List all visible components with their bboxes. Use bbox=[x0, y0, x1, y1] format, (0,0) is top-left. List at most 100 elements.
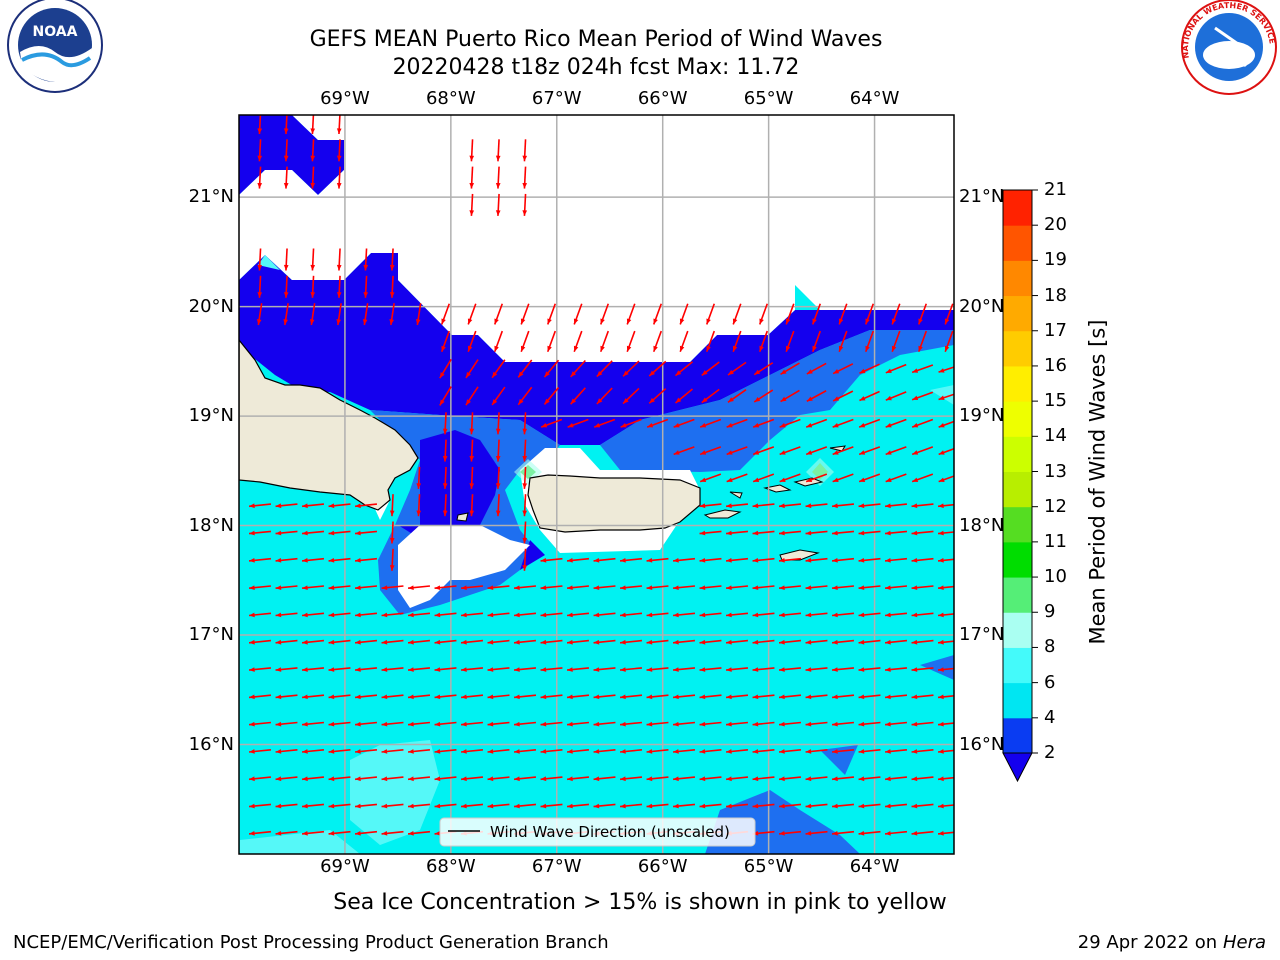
wave-arrowhead bbox=[832, 639, 838, 645]
wave-arrowhead bbox=[700, 450, 707, 455]
wave-arrowhead bbox=[752, 749, 759, 754]
wave-arrowhead bbox=[275, 585, 282, 590]
wave-arrowhead bbox=[647, 422, 654, 428]
wave-arrowhead bbox=[859, 450, 866, 455]
wave-arrowhead bbox=[726, 477, 733, 482]
colorbar-tick-label: 8 bbox=[1044, 636, 1056, 658]
wave-arrowhead bbox=[938, 694, 944, 700]
wave-arrowhead bbox=[283, 155, 289, 162]
wave-arrowhead bbox=[434, 667, 441, 672]
wave-arrowhead bbox=[362, 319, 368, 325]
wave-arrowhead bbox=[944, 345, 950, 352]
wave-arrowhead bbox=[514, 667, 520, 672]
wave-arrowhead bbox=[275, 749, 282, 754]
wave-arrowhead bbox=[544, 371, 550, 378]
wave-arrowhead bbox=[522, 565, 528, 571]
wave-arrowhead bbox=[355, 749, 361, 754]
wave-arrowhead bbox=[302, 503, 308, 509]
wave-arrowhead bbox=[275, 667, 282, 672]
wave-arrowhead bbox=[706, 318, 711, 325]
wave-arrowhead bbox=[620, 585, 626, 590]
wave-arrowhead bbox=[461, 803, 467, 809]
wave-arrowhead bbox=[752, 667, 759, 672]
wave-arrowhead bbox=[328, 667, 335, 672]
tick-label: 21°N bbox=[959, 186, 1005, 208]
wave-arrowhead bbox=[328, 530, 335, 536]
wave-arrowhead bbox=[469, 510, 475, 517]
tick-label: 18°N bbox=[188, 514, 234, 536]
wave-arrowhead bbox=[328, 803, 335, 809]
wave-arrowhead bbox=[302, 749, 308, 754]
wave-arrowhead bbox=[699, 558, 706, 563]
wave-arrowhead bbox=[441, 318, 446, 325]
wave-arrowhead bbox=[518, 371, 524, 378]
wave-arrowhead bbox=[805, 585, 812, 590]
wave-arrowhead bbox=[567, 639, 573, 645]
wave-arrowhead bbox=[938, 558, 944, 563]
wave-arrowhead bbox=[699, 530, 706, 536]
wave-arrowhead bbox=[495, 155, 501, 162]
wave-arrowhead bbox=[726, 639, 732, 645]
wave-arrowhead bbox=[593, 667, 600, 672]
wave-arrowhead bbox=[567, 612, 573, 618]
wave-arrowhead bbox=[461, 749, 467, 754]
wave-arrowhead bbox=[779, 503, 785, 509]
wave-arrowhead bbox=[256, 319, 262, 325]
wave-arrowhead bbox=[805, 503, 812, 509]
wave-arrowhead bbox=[832, 530, 838, 536]
wave-arrowhead bbox=[752, 585, 759, 590]
wave-arrowhead bbox=[544, 398, 550, 405]
colorbar-tick-label: 4 bbox=[1044, 706, 1056, 728]
wave-arrowhead bbox=[522, 483, 528, 489]
wave-arrowhead bbox=[522, 428, 528, 435]
wave-arrowhead bbox=[673, 558, 679, 563]
wave-arrowhead bbox=[620, 776, 626, 782]
wave-arrowhead bbox=[257, 182, 263, 189]
wave-arrowhead bbox=[753, 422, 760, 428]
wave-arrowhead bbox=[779, 585, 785, 590]
wave-arrowhead bbox=[381, 694, 388, 700]
wave-arrowhead bbox=[249, 530, 255, 536]
wave-arrowhead bbox=[779, 477, 786, 482]
wave-arrowhead bbox=[355, 558, 361, 563]
wave-arrowhead bbox=[461, 694, 467, 700]
wave-arrowhead bbox=[593, 776, 600, 782]
map-plot-area bbox=[239, 115, 954, 854]
wave-arrowhead bbox=[911, 721, 918, 727]
wave-arrowhead bbox=[858, 721, 865, 727]
wave-arrowhead bbox=[779, 639, 785, 645]
wave-arrowhead bbox=[759, 345, 764, 352]
wave-arrowhead bbox=[805, 558, 812, 563]
wave-arrowhead bbox=[540, 803, 547, 809]
map-legend: Wind Wave Direction (unscaled) bbox=[439, 817, 756, 847]
wave-arrowhead bbox=[461, 585, 467, 590]
wave-arrowhead bbox=[593, 721, 600, 727]
wave-arrowhead bbox=[620, 639, 626, 645]
wave-arrowhead bbox=[812, 318, 817, 325]
wave-arrowhead bbox=[726, 776, 732, 782]
wave-arrowhead bbox=[540, 694, 547, 700]
wave-arrowhead bbox=[547, 345, 552, 352]
wave-arrowhead bbox=[514, 585, 520, 590]
wave-arrowhead bbox=[540, 585, 547, 590]
wave-arrowhead bbox=[938, 749, 944, 754]
wave-arrowhead bbox=[885, 831, 891, 836]
wave-arrowhead bbox=[620, 667, 626, 672]
wave-arrowhead bbox=[938, 477, 945, 482]
wave-arrowhead bbox=[469, 182, 475, 189]
wave-arrowhead bbox=[885, 503, 891, 509]
wind-wave-arrows bbox=[248, 115, 954, 836]
wave-arrowhead bbox=[620, 422, 627, 428]
wave-arrowhead bbox=[469, 428, 475, 435]
wave-arrowhead bbox=[302, 803, 308, 809]
wave-arrowhead bbox=[461, 721, 467, 727]
wave-arrowhead bbox=[389, 264, 395, 271]
map-frame bbox=[238, 114, 955, 855]
wave-arrowhead bbox=[540, 667, 547, 672]
footer-host: Hera bbox=[1222, 932, 1266, 953]
colorbar-tick-label: 17 bbox=[1044, 319, 1067, 341]
wave-arrowhead bbox=[938, 639, 944, 645]
wave-arrowhead bbox=[249, 749, 255, 754]
wave-arrowhead bbox=[408, 721, 414, 727]
